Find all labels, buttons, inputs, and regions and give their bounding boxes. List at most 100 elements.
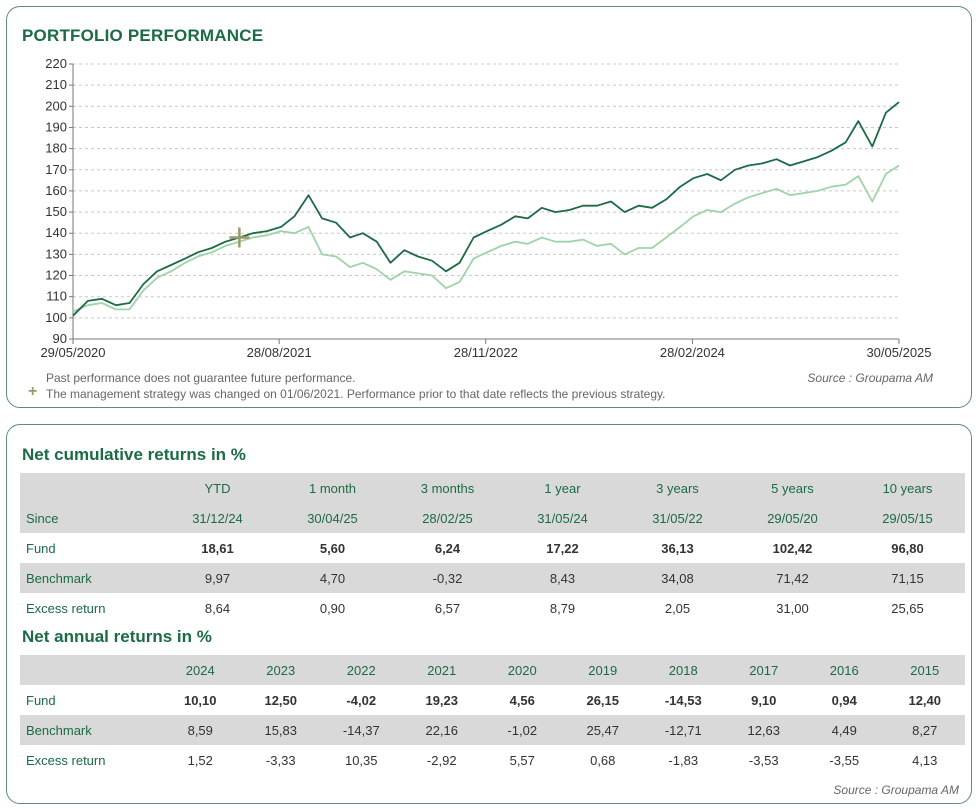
excess-value: 0,90 (319, 600, 346, 616)
annual-returns-table: 2024 2023 2022 2021 2020 2019 2018 2017 … (20, 655, 965, 775)
benchmark-value: -14,37 (321, 715, 402, 745)
year-header: 2019 (562, 655, 643, 685)
fund-value: 4,56 (509, 692, 535, 708)
period-header: 10 years (850, 473, 965, 503)
row-label: Fund (26, 692, 56, 708)
year-header-row: 2024 2023 2022 2021 2020 2019 2018 2017 … (20, 655, 965, 685)
excess-value: 0,68 (590, 752, 616, 768)
excess-value: -1,83 (668, 752, 699, 768)
y-tick-label: 140 (45, 225, 67, 240)
benchmark-value: 8,27 (884, 715, 965, 745)
benchmark-value: -1,02 (482, 715, 563, 745)
excess-value: 1,52 (187, 752, 213, 768)
y-tick-label: 200 (45, 98, 67, 113)
year-header: 2017 (723, 655, 804, 685)
x-tick-label: 30/05/2025 (866, 345, 931, 360)
y-tick-label: 100 (45, 310, 67, 325)
y-tick-label: 160 (45, 183, 67, 198)
x-tick-label: 28/11/2022 (454, 345, 518, 360)
returns-card: Net cumulative returns in % YTD 1 month … (6, 424, 972, 804)
benchmark-value: 4,70 (275, 563, 390, 593)
past-performance-note: Past performance does not guarantee futu… (46, 371, 356, 385)
y-tick-label: 190 (45, 119, 67, 134)
fund-value: 5,60 (319, 540, 346, 556)
y-tick-label: 90 (53, 331, 67, 346)
row-label: Benchmark (20, 563, 160, 593)
benchmark-value: 71,42 (735, 563, 850, 593)
benchmark-row: Benchmark 9,97 4,70 -0,32 8,43 34,08 71,… (20, 563, 965, 593)
year-header: 2015 (884, 655, 965, 685)
header-blank-cell (20, 655, 160, 685)
excess-value: 2,05 (664, 600, 691, 616)
since-date: 31/05/24 (505, 503, 620, 533)
year-header: 2018 (643, 655, 724, 685)
fund-value: 18,61 (201, 540, 234, 556)
since-date: 31/05/22 (620, 503, 735, 533)
fund-value: -14,53 (664, 692, 702, 708)
benchmark-line (72, 164, 900, 313)
year-header: 2024 (160, 655, 241, 685)
fund-value: 9,10 (751, 692, 777, 708)
table-source: Source : Groupama AM (833, 783, 959, 797)
fund-value: 17,22 (546, 540, 579, 556)
x-tick-label: 28/08/2021 (247, 345, 312, 360)
header-blank-cell (20, 473, 160, 503)
excess-value: -3,55 (829, 752, 860, 768)
fund-value: 36,13 (661, 540, 694, 556)
excess-value: 8,79 (549, 600, 576, 616)
y-tick-label: 120 (45, 268, 67, 283)
excess-value: -3,53 (748, 752, 779, 768)
benchmark-value: 8,59 (160, 715, 241, 745)
since-date: 29/05/20 (735, 503, 850, 533)
year-header: 2020 (482, 655, 563, 685)
period-header: 3 months (390, 473, 505, 503)
excess-value: 5,57 (509, 752, 535, 768)
fund-value: 12,50 (264, 692, 298, 708)
benchmark-value: -0,32 (390, 563, 505, 593)
period-header: YTD (160, 473, 275, 503)
since-date: 31/12/24 (160, 503, 275, 533)
fund-value: -4,02 (346, 692, 377, 708)
row-label: Excess return (26, 600, 106, 616)
x-tick-label: 28/02/2024 (660, 345, 725, 360)
fund-value: 19,23 (425, 692, 459, 708)
benchmark-value: 9,97 (160, 563, 275, 593)
benchmark-value: 71,15 (850, 563, 965, 593)
annual-returns-title: Net annual returns in % (22, 627, 212, 646)
chart-source: Source : Groupama AM (807, 371, 933, 385)
y-tick-label: 130 (45, 246, 67, 261)
since-row: Since 31/12/24 30/04/25 28/02/25 31/05/2… (20, 503, 965, 533)
strategy-change-icon: + (28, 383, 38, 400)
chart-title: PORTFOLIO PERFORMANCE (22, 26, 264, 45)
excess-value: 8,64 (204, 600, 231, 616)
fund-row: Fund 18,61 5,60 6,24 17,22 36,13 102,42 … (20, 533, 965, 563)
row-label: Excess return (26, 752, 106, 768)
row-label: Fund (26, 540, 56, 556)
fund-value: 12,40 (908, 692, 942, 708)
fund-line (72, 101, 900, 317)
benchmark-value: 4,49 (804, 715, 885, 745)
y-tick-label: 220 (45, 56, 67, 71)
since-date: 28/02/25 (390, 503, 505, 533)
period-header: 1 month (275, 473, 390, 503)
period-header-row: YTD 1 month 3 months 1 year 3 years 5 ye… (20, 473, 965, 503)
fund-value: 26,15 (586, 692, 620, 708)
y-tick-label: 170 (45, 162, 67, 177)
row-label: Benchmark (20, 715, 160, 745)
benchmark-row: Benchmark 8,59 15,83 -14,37 22,16 -1,02 … (20, 715, 965, 745)
y-tick-label: 110 (46, 289, 67, 304)
x-tick-label: 29/05/2020 (40, 345, 105, 360)
excess-value: 10,35 (344, 752, 378, 768)
benchmark-value: 15,83 (240, 715, 321, 745)
since-label: Since (20, 503, 160, 533)
fund-value: 6,24 (434, 540, 461, 556)
excess-row: Excess return 1,52 -3,33 10,35 -2,92 5,5… (20, 745, 965, 775)
year-header: 2022 (321, 655, 402, 685)
benchmark-value: 12,63 (723, 715, 804, 745)
since-date: 30/04/25 (275, 503, 390, 533)
excess-value: -2,92 (426, 752, 457, 768)
year-header: 2021 (401, 655, 482, 685)
performance-line-chart: 90 100 110 120 130 140 150 160 170 180 190 200 210 22… (40, 56, 931, 360)
y-tick-label: 150 (45, 204, 67, 219)
fund-value: 96,80 (891, 540, 924, 556)
